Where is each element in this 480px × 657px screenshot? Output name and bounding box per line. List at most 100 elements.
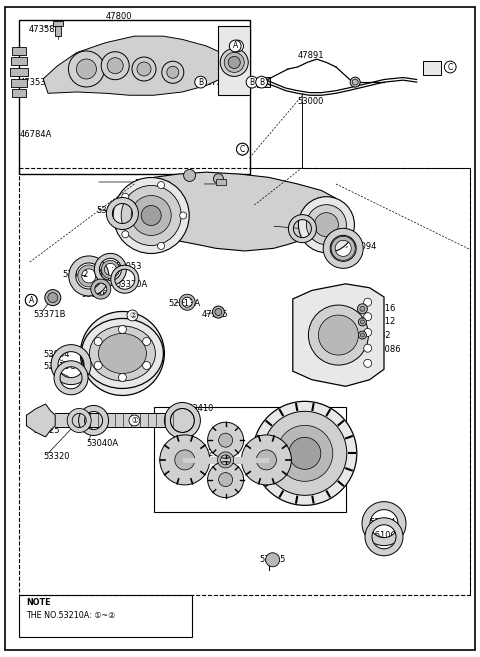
Wedge shape — [288, 215, 316, 242]
Circle shape — [207, 462, 244, 497]
Bar — [19, 595, 192, 637]
Circle shape — [364, 359, 372, 367]
Circle shape — [137, 62, 151, 76]
Text: 47891: 47891 — [298, 51, 324, 60]
Circle shape — [299, 196, 354, 253]
Circle shape — [122, 193, 129, 200]
Bar — [10, 68, 28, 76]
Circle shape — [119, 325, 126, 334]
Circle shape — [360, 306, 365, 311]
Bar — [19, 168, 470, 595]
Circle shape — [121, 185, 181, 246]
Text: 53320: 53320 — [43, 452, 70, 461]
Text: 53113: 53113 — [202, 179, 228, 189]
Bar — [12, 47, 26, 55]
Circle shape — [318, 315, 359, 355]
Circle shape — [218, 472, 233, 487]
Text: 53000: 53000 — [298, 97, 324, 106]
Circle shape — [143, 361, 151, 369]
Bar — [19, 20, 250, 174]
Circle shape — [113, 177, 189, 254]
Circle shape — [81, 311, 164, 396]
Text: 53610C: 53610C — [365, 531, 397, 540]
Circle shape — [253, 401, 357, 505]
Circle shape — [45, 290, 61, 306]
Circle shape — [68, 51, 104, 87]
Bar — [257, 77, 270, 87]
Circle shape — [170, 409, 194, 432]
Wedge shape — [111, 265, 139, 293]
Circle shape — [184, 170, 196, 181]
Wedge shape — [51, 345, 91, 384]
Ellipse shape — [89, 326, 156, 381]
Text: 97239: 97239 — [206, 78, 233, 87]
Text: 47353B: 47353B — [19, 78, 52, 87]
Text: 53236: 53236 — [82, 290, 108, 299]
Ellipse shape — [82, 319, 163, 388]
Circle shape — [256, 450, 276, 470]
Circle shape — [359, 318, 366, 326]
Text: B: B — [250, 78, 254, 87]
Text: 53064: 53064 — [370, 518, 396, 527]
Text: A: A — [29, 296, 34, 305]
Text: NOTE: NOTE — [26, 598, 51, 607]
Circle shape — [241, 435, 291, 485]
Circle shape — [119, 373, 126, 382]
Bar — [218, 26, 250, 95]
Text: 47335: 47335 — [202, 309, 228, 319]
Text: C: C — [240, 145, 245, 154]
Text: 53086: 53086 — [374, 345, 401, 354]
Circle shape — [167, 66, 179, 78]
Bar — [55, 26, 60, 36]
Text: 53215: 53215 — [259, 555, 286, 564]
Circle shape — [101, 52, 129, 79]
Text: 47800: 47800 — [106, 12, 132, 21]
Wedge shape — [78, 265, 100, 287]
Wedge shape — [362, 502, 406, 545]
Circle shape — [364, 344, 372, 352]
Text: C: C — [240, 145, 245, 154]
Circle shape — [141, 206, 161, 225]
Wedge shape — [164, 403, 201, 438]
Wedge shape — [67, 409, 91, 432]
Wedge shape — [101, 260, 120, 279]
Circle shape — [180, 212, 187, 219]
Text: 53352: 53352 — [269, 222, 295, 231]
Circle shape — [306, 205, 347, 244]
Text: 55732: 55732 — [365, 330, 391, 340]
Text: 53027: 53027 — [192, 449, 218, 458]
Wedge shape — [54, 361, 88, 395]
Text: 53410: 53410 — [187, 404, 214, 413]
Circle shape — [364, 328, 372, 336]
Circle shape — [358, 304, 367, 314]
Circle shape — [265, 553, 280, 567]
Text: 53352: 53352 — [96, 206, 122, 215]
Text: A: A — [235, 41, 240, 51]
Text: 47358A: 47358A — [29, 25, 61, 34]
Ellipse shape — [98, 334, 146, 373]
Circle shape — [76, 59, 96, 79]
Wedge shape — [217, 452, 234, 468]
Text: B: B — [198, 78, 203, 87]
Text: THE NO.53210A: ①~②: THE NO.53210A: ①~② — [26, 611, 116, 620]
Text: 52212: 52212 — [370, 317, 396, 327]
Circle shape — [228, 57, 240, 68]
Circle shape — [277, 425, 333, 482]
Circle shape — [157, 242, 165, 250]
Wedge shape — [91, 279, 111, 299]
Circle shape — [107, 58, 123, 74]
Bar — [53, 21, 62, 26]
Wedge shape — [365, 518, 403, 556]
Text: 53053: 53053 — [115, 261, 142, 271]
Polygon shape — [26, 404, 55, 437]
Text: 52115: 52115 — [322, 370, 348, 379]
Wedge shape — [79, 405, 108, 436]
Circle shape — [160, 435, 210, 485]
Wedge shape — [95, 254, 126, 285]
Circle shape — [364, 298, 372, 306]
Text: 53110B: 53110B — [134, 179, 167, 189]
Bar — [154, 407, 346, 512]
Circle shape — [94, 338, 102, 346]
Wedge shape — [179, 294, 195, 310]
Bar — [12, 89, 26, 97]
